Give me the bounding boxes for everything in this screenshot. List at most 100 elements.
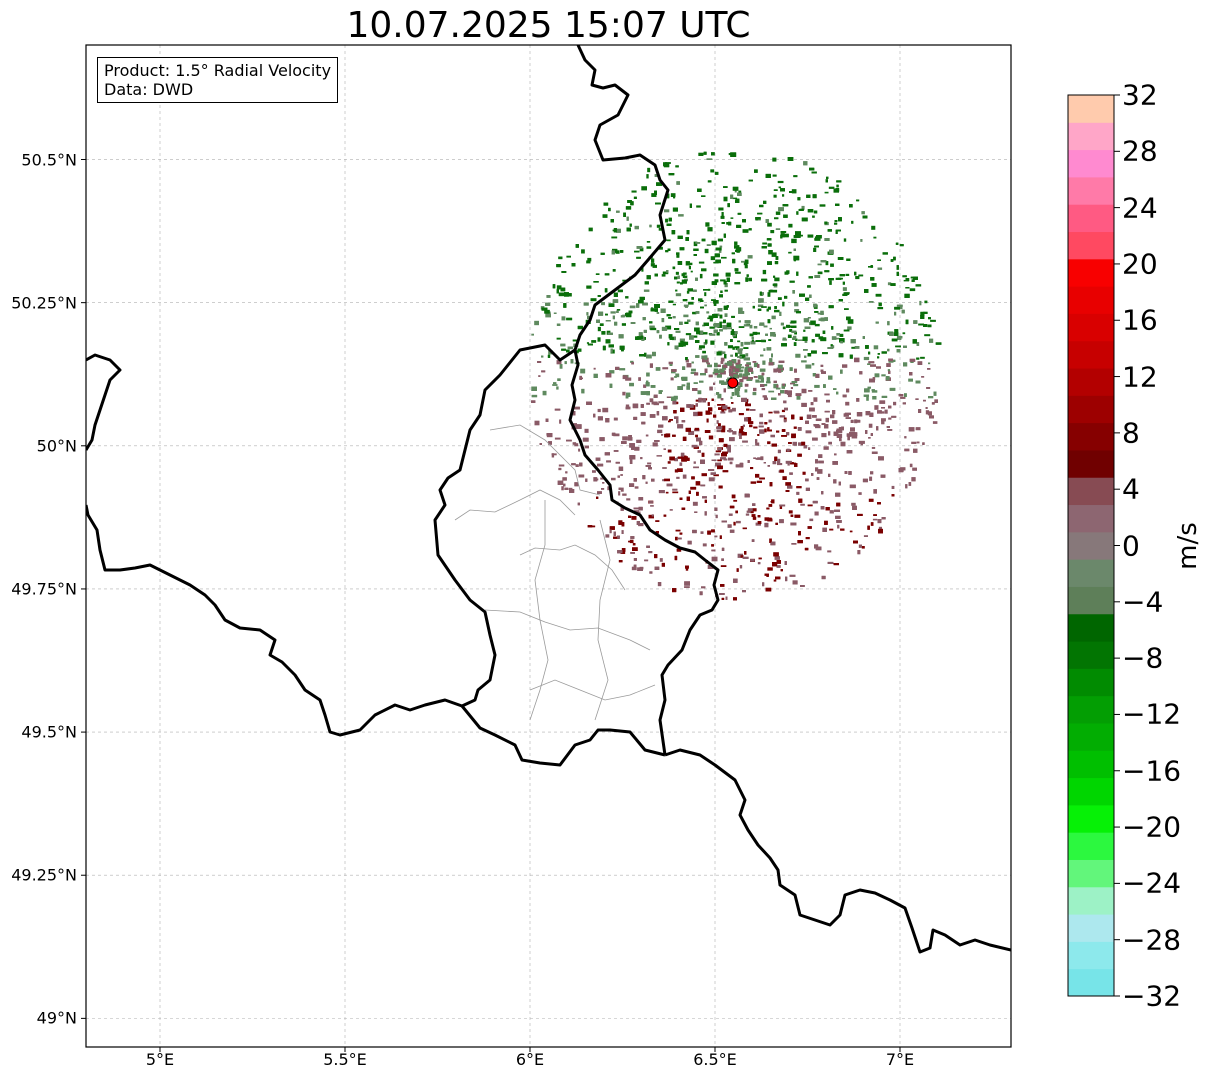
echo-cell [746,417,751,422]
echo-cell [807,234,814,238]
echo-cell [871,389,875,391]
echo-cell [714,535,718,538]
echo-cell [650,327,657,331]
echo-cell [625,312,632,318]
echo-cell [597,491,602,494]
echo-cell [680,452,685,457]
echo-cell [574,443,579,447]
echo-cell [593,373,598,378]
colorbar-segment [1068,859,1114,888]
echo-cell [646,545,650,548]
echo-cell [763,348,766,351]
echo-cell [723,458,728,461]
echo-cell [659,334,662,339]
echo-cell [561,316,566,321]
colorbar-segment [1068,368,1114,396]
echo-cell [625,206,632,210]
echo-cell [597,295,601,297]
colorbar-segment [1068,641,1114,669]
echo-cell [630,552,635,554]
echo-cell [661,562,665,567]
echo-cell [705,222,710,227]
echo-cell [773,383,778,389]
echo-cell [795,338,798,341]
colorbar-segment [1068,750,1114,779]
echo-cell [777,364,783,369]
echo-cell [585,478,588,482]
echo-cell [786,448,790,452]
echo-cell [846,316,851,321]
echo-cell [603,202,609,206]
echo-cell [773,579,777,582]
echo-cell [736,520,741,524]
echo-cell [669,337,674,340]
echo-cell [621,441,627,444]
echo-cell [666,270,669,273]
echo-cell [685,237,689,241]
echo-cell [618,520,623,525]
colorbar-segment [1068,886,1114,915]
echo-cell [760,456,764,461]
echo-cell [818,318,822,321]
echo-cell [715,247,722,251]
echo-cell [878,302,882,307]
echo-cell [821,433,827,438]
echo-cell [807,504,813,507]
echo-cell [560,343,566,347]
echo-cell [881,411,885,414]
echo-cell [595,457,601,461]
echo-cell [676,419,679,424]
echo-cell [784,407,788,411]
echo-cell [827,561,834,564]
info-product: Product: 1.5° Radial Velocity [104,61,332,80]
echo-cell [739,373,743,378]
echo-cell [779,519,784,524]
colorbar-segment [1068,832,1114,860]
echo-cell [870,265,873,268]
echo-cell [912,276,918,280]
echo-cell [804,355,807,358]
echo-cell [780,234,783,239]
echo-cell [649,325,655,330]
echo-cell [695,277,698,281]
echo-cell [767,306,771,310]
echo-cell [797,540,803,544]
colorbar-tick-label: −12 [1122,697,1182,731]
colorbar-segment [1068,722,1114,751]
echo-cell [633,478,637,482]
echo-cell [812,437,818,441]
echo-cell [829,510,834,514]
echo-cell [587,315,591,320]
echo-cell [894,311,897,316]
echo-cell [845,401,850,406]
echo-cell [672,336,676,341]
echo-cell [748,421,754,424]
echo-cell [701,586,706,589]
echo-cell [661,274,666,277]
echo-cell [727,203,730,208]
echo-cell [744,417,748,422]
echo-cell [750,481,757,484]
echo-cell [861,211,865,215]
colorbar-segment [1068,340,1114,369]
echo-cell [696,491,699,496]
echo-cell [721,453,727,457]
echo-cell [773,380,777,383]
echo-cell [708,407,713,412]
echo-cell [639,296,645,300]
echo-cell [789,329,793,332]
echo-cell [896,271,899,276]
echo-cell [590,298,597,302]
echo-cell [709,412,712,415]
echo-cell [654,440,660,442]
echo-cell [764,428,767,433]
echo-cell [633,558,637,561]
echo-cell [631,362,634,365]
echo-cell [708,374,713,378]
echo-cell [787,157,794,161]
echo-cell [646,241,651,243]
echo-cell [577,348,582,352]
echo-cell [785,482,791,486]
echo-cell [558,292,565,297]
echo-cell [811,171,817,174]
